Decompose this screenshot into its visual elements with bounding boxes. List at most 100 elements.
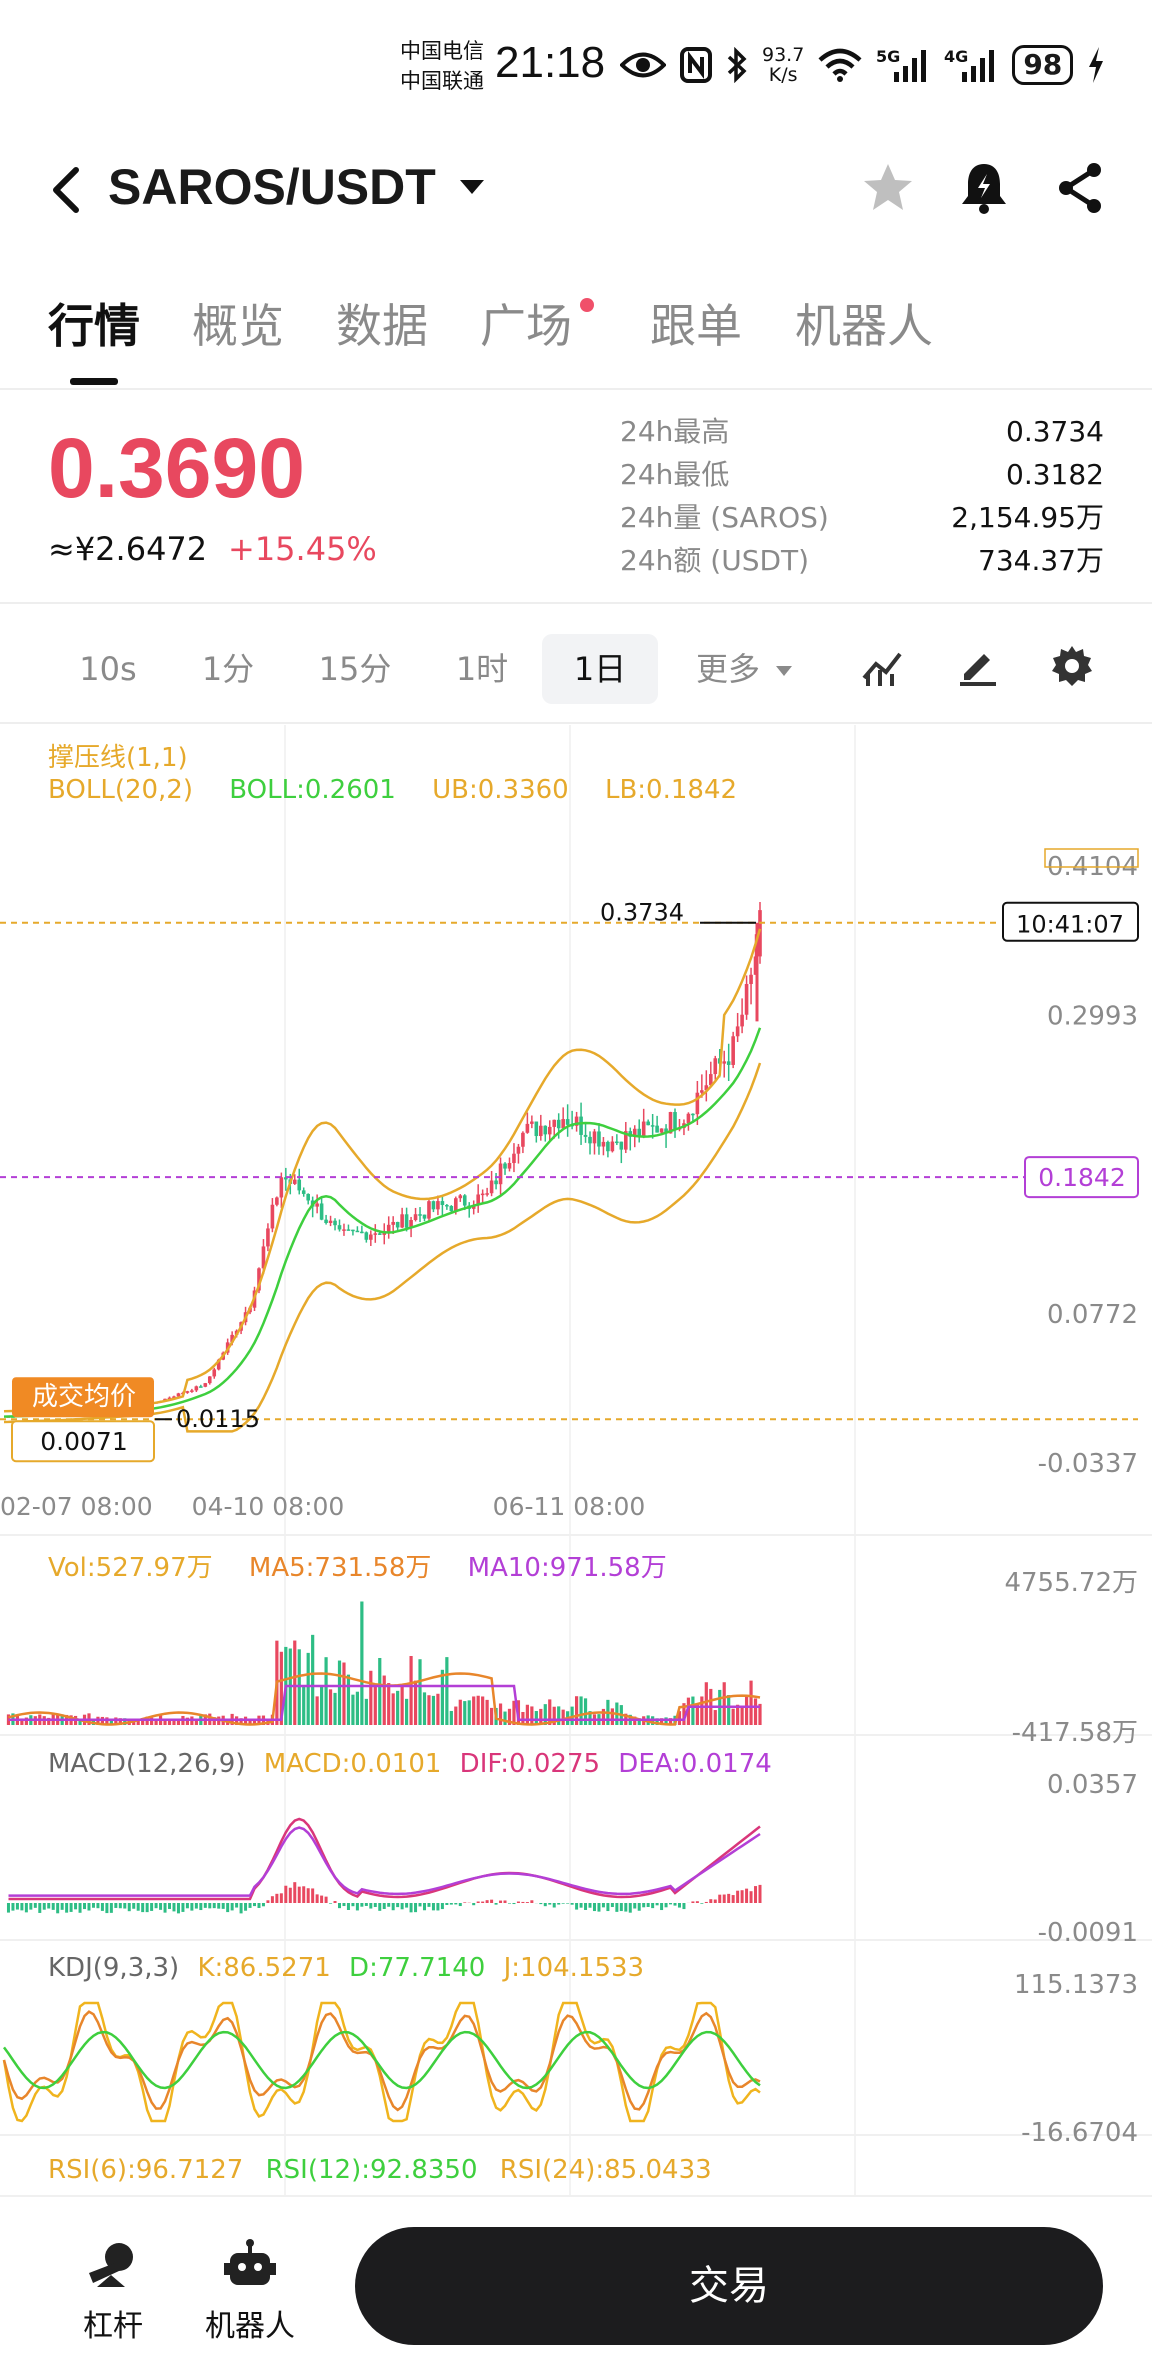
macd-histogram-bar (244, 1903, 248, 1911)
interval-10s[interactable]: 10s (79, 650, 137, 688)
volume-bar (252, 1718, 257, 1725)
macd-histogram-bar (226, 1903, 230, 1913)
candle-body (400, 1214, 404, 1228)
macd-histogram-bar (355, 1903, 359, 1911)
tab-market[interactable]: 行情 (48, 299, 140, 353)
macd-histogram-bar (651, 1903, 655, 1909)
signal-4g-icon: 4G (944, 47, 995, 82)
status-bar: 中国电信 中国联通 21:18 93.7 K/s 5G 4G 98 (0, 0, 1152, 130)
time-tag-text: 10:41:07 (1016, 911, 1124, 939)
volume-bar (539, 1708, 543, 1725)
macd-histogram-bar (745, 1888, 749, 1903)
macd-histogram-bar (208, 1903, 212, 1909)
share-icon[interactable] (1054, 160, 1106, 216)
volume-bar (530, 1706, 534, 1725)
trade-button[interactable]: 交易 (355, 2227, 1103, 2345)
tab-data[interactable]: 数据 (336, 299, 428, 353)
volume-bar (503, 1711, 507, 1725)
battery-indicator: 98 (1012, 45, 1074, 85)
volume-bar (6, 1714, 11, 1725)
candle-body (172, 1396, 176, 1398)
time-axis-label: 04-10 08:00 (192, 1492, 345, 1521)
leverage-icon (89, 2243, 133, 2287)
status-icons: 93.7 K/s 5G 4G 98 (620, 40, 1105, 90)
candle-body (373, 1233, 378, 1235)
caret-down-icon[interactable] (458, 178, 486, 198)
back-arrow-icon[interactable] (46, 166, 86, 214)
candle-body (574, 1116, 579, 1126)
pair-title[interactable]: SAROS/USDT (108, 159, 436, 215)
stat-label: 24h最高 (620, 415, 730, 448)
interval-more[interactable]: 更多 (695, 650, 760, 688)
macd-histogram-bar (51, 1903, 55, 1910)
stat-row: 24h额 (USDT) 734.37万 (620, 539, 1104, 582)
volume-bar (668, 1718, 673, 1725)
candle-body (360, 1231, 364, 1234)
candle-body (328, 1220, 333, 1223)
macd-histogram-bar (261, 1903, 265, 1907)
more-caret-icon[interactable] (774, 664, 794, 678)
macd-histogram-bar (458, 1903, 462, 1907)
macd-histogram-bar (118, 1903, 122, 1909)
alert-bell-icon[interactable] (958, 160, 1010, 216)
notification-dot (580, 298, 594, 312)
draw-pen-icon[interactable] (956, 644, 1000, 688)
interval-1d[interactable]: 1日 (542, 634, 658, 704)
candle-body (212, 1369, 217, 1377)
stat-label: 24h额 (USDT) (620, 544, 810, 577)
high-price-label: 0.3734 (600, 899, 684, 927)
tab-square[interactable]: 广场 (480, 299, 572, 353)
stat-row: 24h最低 0.3182 (620, 453, 1104, 496)
candle-body (695, 1092, 700, 1115)
macd-histogram-bar (239, 1903, 243, 1914)
macd-histogram-bar (624, 1903, 628, 1912)
tab-copy-trade[interactable]: 跟单 (650, 299, 742, 353)
settings-gear-icon[interactable] (1050, 644, 1094, 688)
tab-overview[interactable]: 概览 (192, 299, 284, 353)
volume-bar (248, 1719, 252, 1725)
candle-body (494, 1180, 498, 1185)
volume-bar (123, 1718, 127, 1725)
kline-chart[interactable]: 0.4104 0.2993 0.0772 -0.0337 0.3734 10:41:07 0… (0, 725, 1152, 2195)
volume-bar (24, 1717, 28, 1725)
volume-bar (409, 1656, 413, 1725)
vol-ma10: MA10:971.58万 (467, 1553, 667, 1583)
interval-1m[interactable]: 1分 (201, 650, 255, 688)
volume-bar (736, 1704, 740, 1725)
interval-bar: 10s 1分 15分 1时 1日 更多 (0, 620, 1152, 710)
macd-histogram-bar (669, 1903, 673, 1905)
macd-histogram-bar (364, 1903, 368, 1906)
candle-body (279, 1177, 284, 1198)
macd-histogram-bar (123, 1903, 127, 1909)
price-change: +15.45% (228, 530, 377, 568)
carrier-labels: 中国电信 中国联通 (400, 36, 484, 96)
sr-legend: 撑压线(1,1) (48, 743, 188, 773)
macd-histogram-bar (521, 1901, 525, 1903)
macd-histogram-bar (360, 1903, 364, 1907)
volume-bar (659, 1718, 664, 1725)
interval-1h[interactable]: 1时 (455, 650, 509, 688)
volume-bar (557, 1706, 561, 1725)
tab-robot[interactable]: 机器人 (795, 299, 933, 353)
macd-value: MACD:0.0101 (263, 1749, 442, 1779)
star-icon[interactable] (860, 160, 916, 216)
leverage-button[interactable]: 杠杆 (58, 2239, 168, 2345)
robot-button[interactable]: 机器人 (195, 2239, 305, 2345)
boll-mid-value: BOLL:0.2601 (229, 775, 396, 805)
volume-bar (342, 1662, 346, 1725)
macd-histogram-bar (454, 1903, 458, 1905)
candle-body (199, 1386, 203, 1388)
volume-bar (445, 1657, 449, 1725)
indicator-icon[interactable] (860, 644, 904, 688)
interval-15m[interactable]: 15分 (318, 650, 392, 688)
macd-histogram-bar (65, 1903, 69, 1913)
volume-bar (740, 1705, 744, 1725)
candle-body (579, 1116, 583, 1135)
macd-histogram-bar (552, 1903, 556, 1908)
volume-bar (588, 1711, 592, 1725)
macd-histogram-bar (615, 1903, 619, 1912)
candle-body (364, 1232, 369, 1240)
kdj-axis-bottom: -16.6704 (1021, 2118, 1138, 2148)
candle-body (539, 1125, 543, 1137)
